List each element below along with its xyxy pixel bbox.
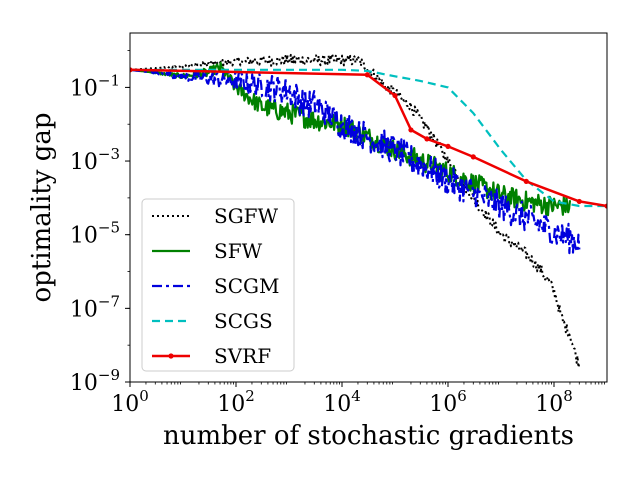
legend-entry-sgfw: SGFW bbox=[152, 204, 279, 228]
legend: SGFW SFW SCGM SCGS SVRF bbox=[141, 198, 295, 372]
tick-base: 10 bbox=[70, 224, 98, 249]
tick-exponent: −5 bbox=[98, 219, 120, 237]
x-tick-label: 102 bbox=[217, 387, 255, 417]
legend-box bbox=[141, 198, 295, 372]
tick-exponent: 4 bbox=[351, 387, 361, 405]
tick-base: 10 bbox=[70, 76, 98, 101]
tick-base: 10 bbox=[323, 392, 351, 417]
y-tick-label: 10−7 bbox=[70, 292, 120, 322]
legend-entry-svrf: SVRF bbox=[152, 344, 271, 368]
series-point-svrf bbox=[445, 143, 451, 149]
series-point-svrf bbox=[576, 198, 582, 205]
tick-exponent: −3 bbox=[98, 145, 120, 163]
series-line-sgfw bbox=[130, 53, 581, 369]
y-axis-label: optimality gap bbox=[27, 112, 57, 302]
legend-label: SCGS bbox=[214, 309, 273, 333]
y-tick-label: 10−3 bbox=[70, 145, 120, 175]
tick-exponent: 2 bbox=[245, 387, 255, 405]
x-tick-label: 104 bbox=[323, 387, 361, 417]
y-tick-label: 10−9 bbox=[70, 366, 120, 396]
series-line-scgm bbox=[130, 68, 581, 255]
series-point-svrf bbox=[408, 127, 414, 133]
tick-exponent: −7 bbox=[98, 292, 120, 310]
tick-base: 10 bbox=[429, 392, 457, 417]
series-point-svrf bbox=[604, 203, 607, 209]
series-line-sfw bbox=[130, 61, 572, 217]
tick-exponent: 0 bbox=[139, 387, 149, 405]
tick-base: 10 bbox=[70, 297, 98, 322]
series-point-svrf bbox=[392, 92, 398, 99]
legend-label: SVRF bbox=[214, 344, 271, 368]
series-point-svrf bbox=[424, 136, 430, 142]
legend-entry-sfw: SFW bbox=[152, 239, 263, 263]
tick-base: 10 bbox=[70, 371, 98, 396]
series-point-svrf bbox=[470, 154, 476, 160]
tick-base: 10 bbox=[111, 392, 139, 417]
tick-base: 10 bbox=[70, 150, 98, 175]
tick-exponent: 8 bbox=[563, 387, 573, 405]
legend-label: SCGM bbox=[214, 274, 279, 298]
series-line-svrf bbox=[130, 68, 607, 208]
legend-marker bbox=[168, 353, 174, 359]
legend-entry-scgm: SCGM bbox=[152, 274, 279, 298]
series-line-scgs bbox=[130, 68, 607, 208]
tick-base: 10 bbox=[535, 392, 563, 417]
legend-label: SFW bbox=[214, 239, 263, 263]
y-tick-label: 10−1 bbox=[70, 71, 120, 101]
legend-label: SGFW bbox=[214, 204, 279, 228]
legend-entry-scgs: SCGS bbox=[152, 309, 273, 333]
x-tick-label: 108 bbox=[535, 387, 573, 417]
tick-exponent: −1 bbox=[98, 71, 120, 89]
x-tick-label: 106 bbox=[429, 387, 467, 417]
x-axis-label: number of stochastic gradients bbox=[163, 421, 574, 451]
series-point-svrf bbox=[130, 67, 133, 73]
x-tick-label: 100 bbox=[111, 387, 149, 417]
series-point-svrf bbox=[523, 178, 529, 185]
y-tick-label: 10−5 bbox=[70, 219, 120, 249]
tick-base: 10 bbox=[217, 392, 245, 417]
series-point-svrf bbox=[364, 72, 370, 78]
tick-exponent: −9 bbox=[98, 366, 120, 384]
plot-frame bbox=[129, 32, 608, 383]
tick-exponent: 6 bbox=[457, 387, 467, 405]
series-layer bbox=[130, 53, 607, 369]
